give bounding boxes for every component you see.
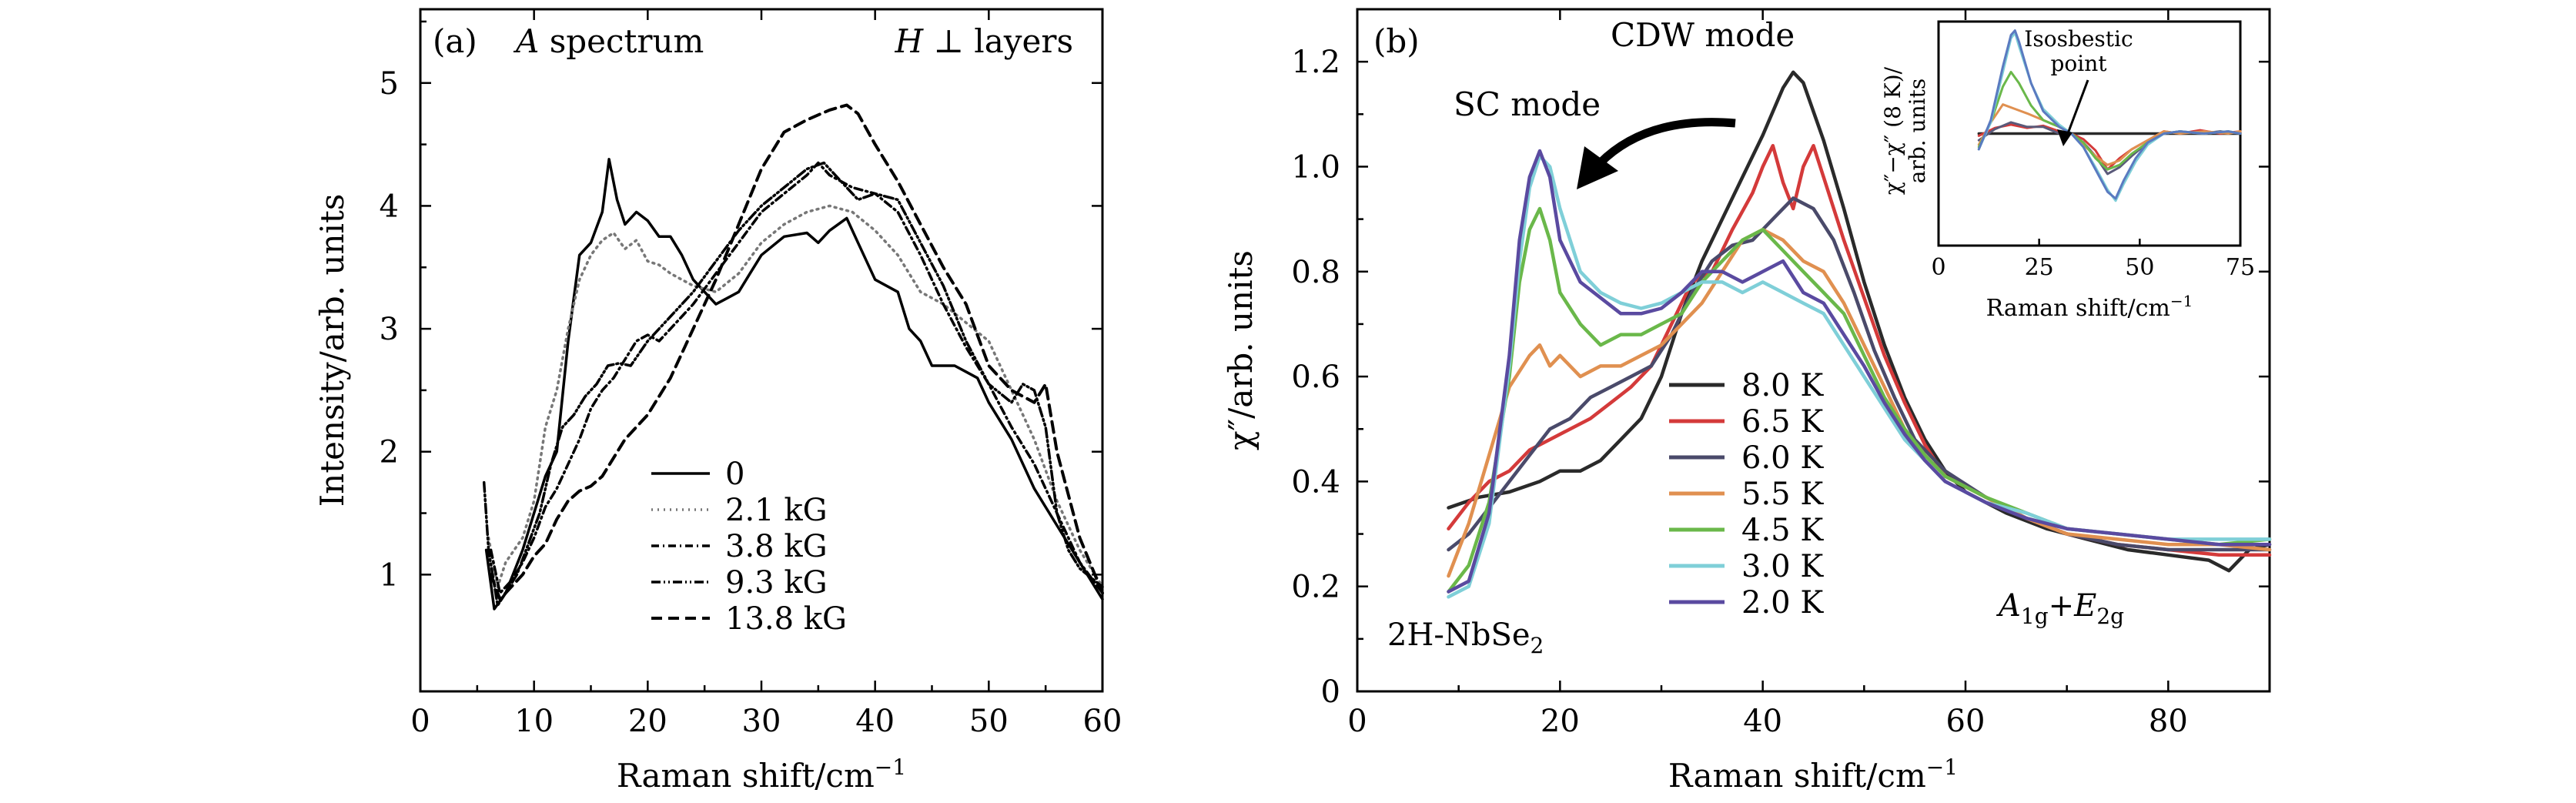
panel-a-x-tick-label: 20 [628, 704, 667, 739]
panel-b-legend-label: 6.0 K [1741, 440, 1824, 476]
panel-b-y-tick-label: 0.2 [1291, 570, 1340, 605]
panel-b-x-tick-label: 0 [1347, 704, 1367, 739]
inset-series-line-4 [1977, 71, 2242, 171]
panel-a-x-axis-label: Raman shift/cm−1 [617, 754, 906, 795]
panel-a-condition: H ⊥ layers [894, 22, 1073, 60]
panel-a-series-line-0 [484, 158, 1104, 611]
panel-b-x-tick-label: 40 [1743, 704, 1782, 739]
panel-b-legend-label: 8.0 K [1741, 368, 1824, 403]
panel-b-series-line-2 [1447, 196, 2272, 552]
panel-b-plot-frame [1356, 8, 2271, 693]
panel-b-inset: 0 25 50 75 Isosbestic point Raman shift/cm−… [1880, 20, 2255, 322]
panel-b-y-tick-label: 0.4 [1291, 464, 1340, 500]
panel-b-series-line-5 [1447, 154, 2272, 599]
panel-a-y-tick-label: 1 [380, 557, 399, 593]
panel-b-legend: 8.0 K6.5 K6.0 K5.5 K4.5 K3.0 K2.0 K [1669, 368, 1824, 621]
panel-a-x-tick-label: 50 [969, 704, 1009, 739]
panel-a-series-line-2 [489, 161, 1104, 595]
panel-b-y-tick-label: 1.2 [1291, 45, 1340, 80]
inset-series-line-5 [1977, 32, 2242, 202]
panel-b-series-line-4 [1447, 206, 2272, 594]
panel-a-x-tick-label: 40 [855, 704, 895, 739]
symmetry-label: A1g+E2g [1996, 588, 2124, 629]
panel-b-x-tick-label: 80 [2149, 704, 2188, 739]
isosbestic-annotation-line1: Isosbestic [2024, 26, 2133, 52]
panel-a-series-line-4 [489, 103, 1104, 601]
isosbestic-arrow [2066, 79, 2089, 136]
panel-b-legend-label: 3.0 K [1741, 549, 1824, 584]
panel-a-y-axis-label: Intensity/arb. units [313, 194, 351, 507]
panel-a-legend-label: 2.1 kG [725, 493, 828, 528]
inset-x-tick-label: 0 [1931, 254, 1945, 281]
panel-b-curves [1447, 70, 2272, 599]
panel-b-x-tick-label: 20 [1541, 704, 1580, 739]
panel-b: 0 20 40 60 80 0 0.2 0.4 0.6 0.8 1.0 1.2 (b) SC mode… [1222, 8, 2272, 795]
panel-a-y-tick-label: 5 [380, 66, 399, 102]
panel-a-label: (a) [433, 22, 477, 60]
panel-b-series-line-1 [1447, 143, 2272, 557]
panel-b-y-tick-label: 1.0 [1291, 149, 1340, 185]
panel-b-ticks: 0 20 40 60 80 0 0.2 0.4 0.6 0.8 1.0 1.2 [1291, 9, 2270, 739]
inset-x-tick-label: 50 [2125, 254, 2154, 281]
panel-b-x-axis-label: Raman shift/cm−1 [1668, 754, 1958, 795]
panel-a-title: A spectrum [513, 22, 704, 60]
panel-a-x-tick-label: 30 [742, 704, 781, 739]
panel-a-legend-label: 9.3 kG [725, 565, 828, 601]
panel-a-x-tick-label: 0 [410, 704, 430, 739]
panel-a-y-tick-label: 4 [380, 189, 399, 224]
inset-series-line-3 [1977, 103, 2242, 166]
inset-x-axis-label: Raman shift/cm−1 [1986, 292, 2193, 322]
material-label: 2H-NbSe2 [1387, 617, 1544, 658]
cdw-mode-annotation: CDW mode [1611, 16, 1795, 54]
isosbestic-annotation-line2: point [2050, 51, 2107, 76]
inset-series-line-6 [1977, 29, 2242, 200]
panel-a-curves [482, 103, 1104, 611]
panel-a-legend-label: 0 [725, 457, 744, 492]
inset-y-axis-label-line1: χ″−χ″ (8 K)/ [1880, 66, 1905, 195]
mode-transfer-arrow [1597, 118, 1736, 166]
panel-b-legend-label: 4.5 K [1741, 513, 1824, 548]
inset-y-axis-label-line2: arb. units [1905, 79, 1930, 183]
panel-a-y-tick-label: 2 [380, 435, 399, 470]
panel-b-legend-label: 6.5 K [1741, 404, 1824, 440]
panel-b-x-tick-label: 60 [1946, 704, 1986, 739]
panel-a-ticks: 0 10 20 30 40 50 60 1 2 3 4 5 [380, 9, 1122, 739]
panel-b-legend-label: 5.5 K [1741, 477, 1824, 512]
panel-b-y-axis-label: χ″/arb. units [1222, 250, 1260, 450]
panel-a-x-tick-label: 60 [1083, 704, 1122, 739]
panel-b-y-tick-label: 0.8 [1291, 255, 1340, 290]
inset-curves [1977, 29, 2242, 202]
panel-a: 0 10 20 30 40 50 60 1 2 3 4 5 (a) A spectrum H ⊥ la… [313, 8, 1122, 795]
inset-ticks: 0 25 50 75 [1931, 239, 2255, 281]
mode-transfer-arrowhead [1577, 146, 1618, 189]
panel-a-y-tick-label: 3 [380, 312, 399, 347]
panel-b-label: (b) [1373, 22, 1420, 60]
panel-a-legend-label: 3.8 kG [725, 529, 828, 564]
panel-b-y-tick-label: 0 [1321, 674, 1340, 710]
isosbestic-arrowhead [2057, 129, 2073, 146]
inset-x-tick-label: 25 [2025, 254, 2054, 281]
panel-b-series-line-0 [1447, 70, 2272, 573]
panel-a-x-tick-label: 10 [514, 704, 554, 739]
inset-x-tick-label: 75 [2226, 254, 2255, 281]
panel-b-legend-label: 2.0 K [1741, 585, 1824, 621]
panel-a-legend-label: 13.8 kG [725, 601, 847, 637]
panel-b-y-tick-label: 0.6 [1291, 360, 1340, 395]
panel-b-series-line-6 [1447, 149, 2272, 594]
panel-a-series-line-1 [487, 204, 1104, 589]
sc-mode-annotation: SC mode [1454, 85, 1601, 123]
